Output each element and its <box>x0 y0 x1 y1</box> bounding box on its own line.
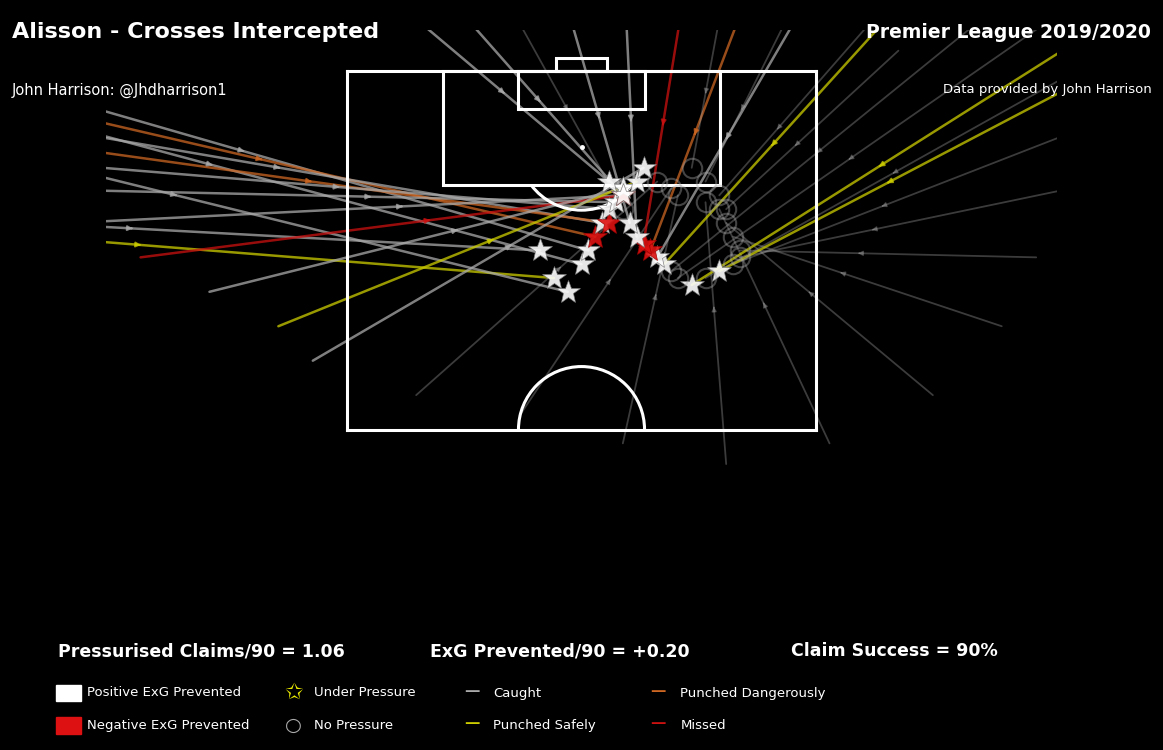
Text: Pressurised Claims/90 = 1.06: Pressurised Claims/90 = 1.06 <box>58 642 345 660</box>
Bar <box>556 58 607 71</box>
Text: Punched Dangerously: Punched Dangerously <box>680 686 826 700</box>
Text: ─: ─ <box>465 683 479 703</box>
Text: ○: ○ <box>285 716 302 735</box>
Text: ─: ─ <box>651 683 665 703</box>
Text: Claim Success = 90%: Claim Success = 90% <box>791 642 998 660</box>
Text: Punched Safely: Punched Safely <box>493 718 595 732</box>
Text: No Pressure: No Pressure <box>314 718 393 732</box>
Text: Data provided by John Harrison: Data provided by John Harrison <box>943 82 1151 95</box>
Text: Alisson - Crosses Intercepted: Alisson - Crosses Intercepted <box>12 22 379 43</box>
Text: John Harrison: @Jhdharrison1: John Harrison: @Jhdharrison1 <box>12 82 227 98</box>
Text: Under Pressure: Under Pressure <box>314 686 415 700</box>
Text: Premier League 2019/2020: Premier League 2019/2020 <box>866 22 1151 41</box>
Bar <box>443 71 720 185</box>
Text: Missed: Missed <box>680 718 726 732</box>
Text: ExG Prevented/90 = +0.20: ExG Prevented/90 = +0.20 <box>430 642 690 660</box>
Text: ✩: ✩ <box>285 683 304 703</box>
Text: ─: ─ <box>465 716 479 735</box>
Bar <box>519 71 644 110</box>
Text: ─: ─ <box>651 716 665 735</box>
Text: Negative ExG Prevented: Negative ExG Prevented <box>87 718 250 732</box>
Text: Positive ExG Prevented: Positive ExG Prevented <box>87 686 242 700</box>
Text: Caught: Caught <box>493 686 541 700</box>
